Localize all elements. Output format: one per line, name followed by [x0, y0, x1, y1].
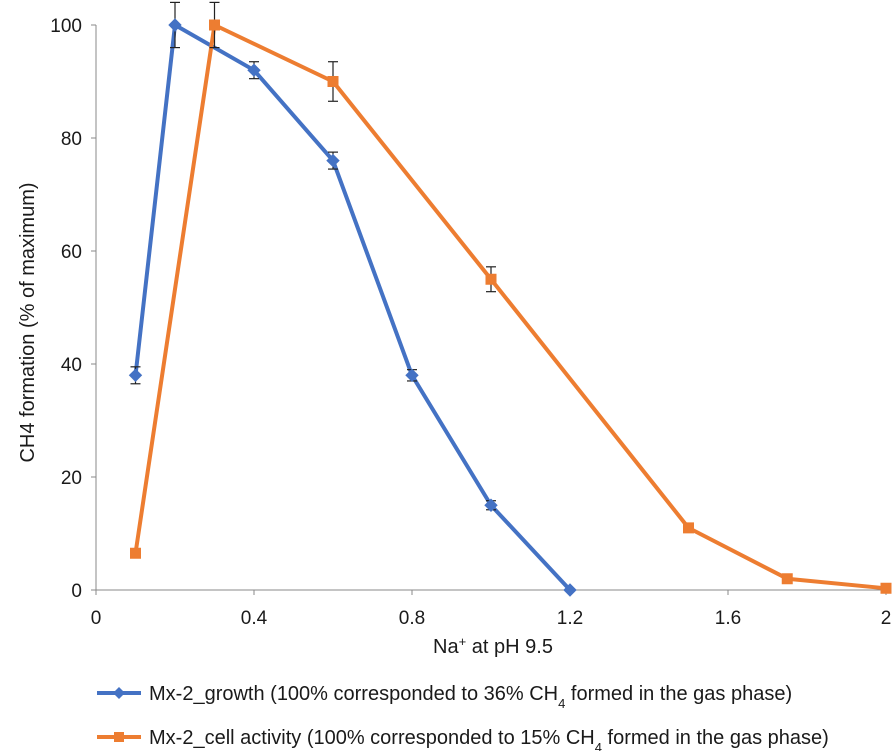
y-tick-label: 40	[61, 355, 82, 376]
y-tick-label: 60	[61, 242, 82, 263]
y-tick-label: 0	[71, 581, 82, 602]
y-tick-label: 100	[50, 16, 82, 37]
data-point-growth	[247, 63, 261, 77]
legend-label-growth-sub: 4	[558, 696, 565, 711]
x-tick-label: 1.2	[557, 608, 583, 629]
x-axis-title: Na+ at pH 9.5	[433, 634, 553, 659]
legend-label-growth-pre: Mx-2_growth (100% corresponded to 36% CH	[149, 683, 558, 705]
data-point-cell-activity	[781, 573, 793, 585]
y-axis-title-sub: 4	[17, 423, 39, 434]
series-line-cell-activity	[133, 23, 887, 591]
legend-label-cell-activity-sub: 4	[595, 740, 602, 751]
data-point-cell-activity	[683, 522, 694, 534]
data-point-growth	[484, 498, 498, 512]
legend-label-cell-activity-pre: Mx-2_cell activity (100% corresponded to…	[149, 727, 595, 749]
series-cell-activity	[130, 1, 892, 594]
plot-area: 0 20 40 60 80 100 0 0.4 0.8 1.2 1.6 2	[50, 1, 892, 629]
data-point-cell-activity	[130, 547, 141, 559]
x-axis-title-main: Na	[433, 636, 459, 658]
series-layer	[128, 1, 892, 597]
x-tick-label: 0	[91, 608, 102, 629]
y-axis-title-rest: formation (% of maximum)	[17, 182, 39, 422]
x-tick-labels: 0 0.4 0.8 1.2 1.6 2	[91, 590, 892, 629]
data-point-cell-activity	[485, 273, 497, 285]
series-growth	[128, 1, 577, 597]
x-tick-label: 0.8	[399, 608, 425, 629]
legend-marker-cell-activity	[114, 732, 124, 742]
legend-item-growth: Mx-2_growth (100% corresponded to 36% CH…	[97, 683, 792, 711]
y-tick-label: 80	[61, 129, 82, 150]
data-point-cell-activity	[880, 582, 892, 594]
legend-item-cell-activity: Mx-2_cell activity (100% corresponded to…	[97, 727, 829, 751]
x-axis-title-rest: at pH 9.5	[466, 636, 553, 658]
legend-marker-growth	[113, 687, 125, 699]
y-tick-labels: 0 20 40 60 80 100	[50, 16, 96, 602]
legend: Mx-2_growth (100% corresponded to 36% CH…	[97, 683, 829, 751]
data-point-growth	[128, 368, 143, 383]
y-axis-title: CH4 formation (% of maximum)	[17, 182, 39, 462]
data-point-growth	[168, 18, 182, 32]
y-axis-title-main: CH	[17, 434, 39, 463]
data-point-growth	[563, 583, 577, 597]
x-tick-label: 2	[881, 608, 892, 629]
x-axis-title-sup: +	[459, 634, 467, 649]
x-tick-label: 0.4	[241, 608, 268, 629]
y-tick-label: 20	[61, 468, 82, 489]
data-point-cell-activity	[209, 19, 220, 31]
legend-label-growth-post: formed in the gas phase)	[565, 683, 792, 705]
data-point-growth	[405, 368, 419, 383]
legend-label-cell-activity-post: formed in the gas phase)	[602, 727, 829, 749]
x-tick-label: 1.6	[715, 608, 741, 629]
data-point-cell-activity	[327, 76, 339, 87]
data-point-growth	[326, 153, 340, 168]
legend-label-growth: Mx-2_growth (100% corresponded to 36% CH…	[149, 683, 792, 711]
legend-label-cell-activity: Mx-2_cell activity (100% corresponded to…	[149, 727, 829, 751]
